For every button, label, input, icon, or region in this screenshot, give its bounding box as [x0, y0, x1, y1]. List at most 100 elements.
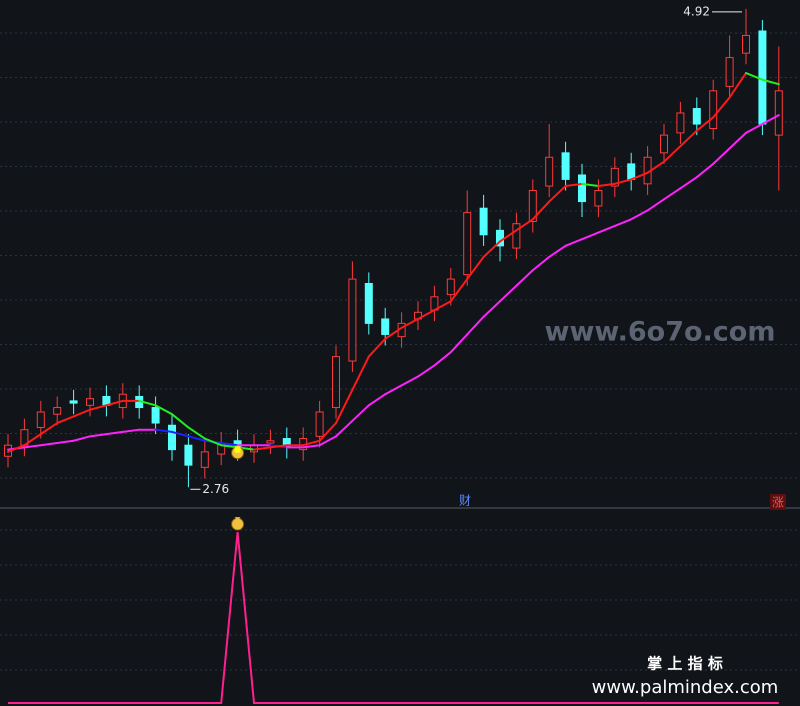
ma-short-segment — [695, 116, 715, 132]
ma-short-segment — [138, 399, 157, 407]
ma-long-segment — [466, 315, 485, 336]
ma-short-segment — [187, 426, 206, 440]
candle-body — [725, 57, 734, 87]
candle-body — [692, 108, 701, 125]
ma-short-segment — [417, 309, 436, 320]
ma-short-segment — [56, 415, 75, 425]
ma-long-segment — [121, 428, 141, 433]
ma-long-segment — [384, 384, 403, 396]
ma-long-segment — [745, 123, 764, 134]
money-bag-knot — [234, 517, 241, 521]
ma-long-segment — [548, 244, 567, 258]
ma-long-segment — [613, 218, 633, 227]
candle-body — [86, 398, 94, 406]
ma-short-segment — [302, 439, 321, 447]
ma-long-segment — [351, 404, 370, 422]
ma-long-segment — [39, 441, 59, 447]
ma-short-segment — [23, 433, 42, 447]
ma-short-segment — [630, 171, 649, 181]
ma-short-segment — [745, 72, 764, 81]
ma-short-segment — [72, 408, 91, 418]
ma-long-segment — [433, 351, 452, 367]
signal-marker — [234, 446, 241, 453]
candle-body — [168, 424, 176, 451]
ma-long-segment — [302, 444, 321, 449]
candle-body — [528, 189, 537, 222]
ma-short-segment — [646, 160, 665, 174]
ma-short-segment — [400, 317, 419, 329]
candle-body — [69, 400, 78, 404]
candle-body — [627, 163, 636, 180]
ma-short-segment — [449, 278, 469, 303]
badge: 涨 — [772, 495, 784, 510]
watermark: www.palmindex.com — [592, 677, 779, 698]
candle-body — [200, 451, 209, 468]
ma-long-segment — [712, 147, 731, 165]
candle-body — [774, 90, 783, 136]
ma-long-segment — [695, 162, 715, 179]
ma-short-segment — [515, 218, 534, 232]
badge: 财 — [459, 494, 471, 508]
watermark: 掌 上 指 标 — [647, 655, 723, 673]
ma-long-segment — [663, 187, 682, 201]
ma-long-segment — [531, 255, 551, 272]
ma-short-segment — [351, 355, 370, 391]
candle-body — [151, 407, 160, 424]
candle-body — [184, 444, 193, 466]
ma-long-segment — [89, 433, 108, 438]
ma-short-segment — [105, 399, 124, 407]
candle-body — [266, 440, 275, 444]
ma-short-segment — [39, 422, 59, 436]
candle-body — [660, 134, 668, 154]
ma-long-segment — [449, 333, 469, 354]
ma-short-segment — [581, 182, 600, 188]
candle-body — [364, 283, 373, 324]
ma-short-segment — [679, 129, 698, 148]
ma-long-segment — [679, 176, 698, 190]
candle-body — [709, 90, 718, 129]
ma-long-segment — [367, 393, 387, 407]
candle-body — [53, 407, 62, 415]
ma-long-segment — [23, 444, 42, 449]
ma-short-segment — [466, 255, 485, 281]
ma-long-segment — [515, 269, 534, 287]
ma-short-segment — [7, 444, 26, 453]
candle-body — [446, 278, 455, 296]
ma-long-segment — [646, 198, 665, 212]
ma-short-segment — [318, 422, 337, 442]
ma-short-segment — [203, 437, 223, 447]
ma-short-segment — [499, 229, 518, 243]
candle-body — [578, 174, 586, 203]
candle-body — [315, 411, 324, 437]
ma-short-segment — [712, 96, 731, 119]
candle-body — [742, 34, 750, 54]
ma-long-segment — [154, 428, 173, 433]
ma-long-segment — [318, 435, 337, 447]
candle-body — [479, 207, 488, 236]
ma-long-segment — [171, 430, 190, 438]
ma-long-segment — [728, 131, 747, 150]
ma-long-segment — [335, 419, 354, 438]
ma-short-segment — [367, 337, 387, 358]
high-label: 4.92 — [683, 4, 710, 18]
low-label: 2.76 — [202, 482, 229, 496]
ma-long-segment — [564, 238, 583, 247]
ma-short-segment — [597, 182, 616, 188]
ma-long-segment — [761, 114, 780, 126]
ma-short-segment — [531, 200, 551, 221]
plot: 4.92 2.76 — [4, 4, 783, 704]
ma-long-segment — [400, 375, 419, 387]
candle-body — [36, 411, 45, 428]
ma-long-segment — [482, 300, 501, 318]
ma-short-segment — [335, 388, 354, 425]
ma-short-segment — [761, 78, 780, 86]
badge-box — [770, 494, 786, 510]
ma-short-segment — [154, 404, 173, 416]
ma-short-segment — [663, 145, 682, 163]
ma-long-segment — [220, 441, 239, 447]
ma-long-segment — [56, 439, 75, 444]
ma-short-segment — [384, 326, 403, 340]
candle-body — [332, 356, 340, 409]
